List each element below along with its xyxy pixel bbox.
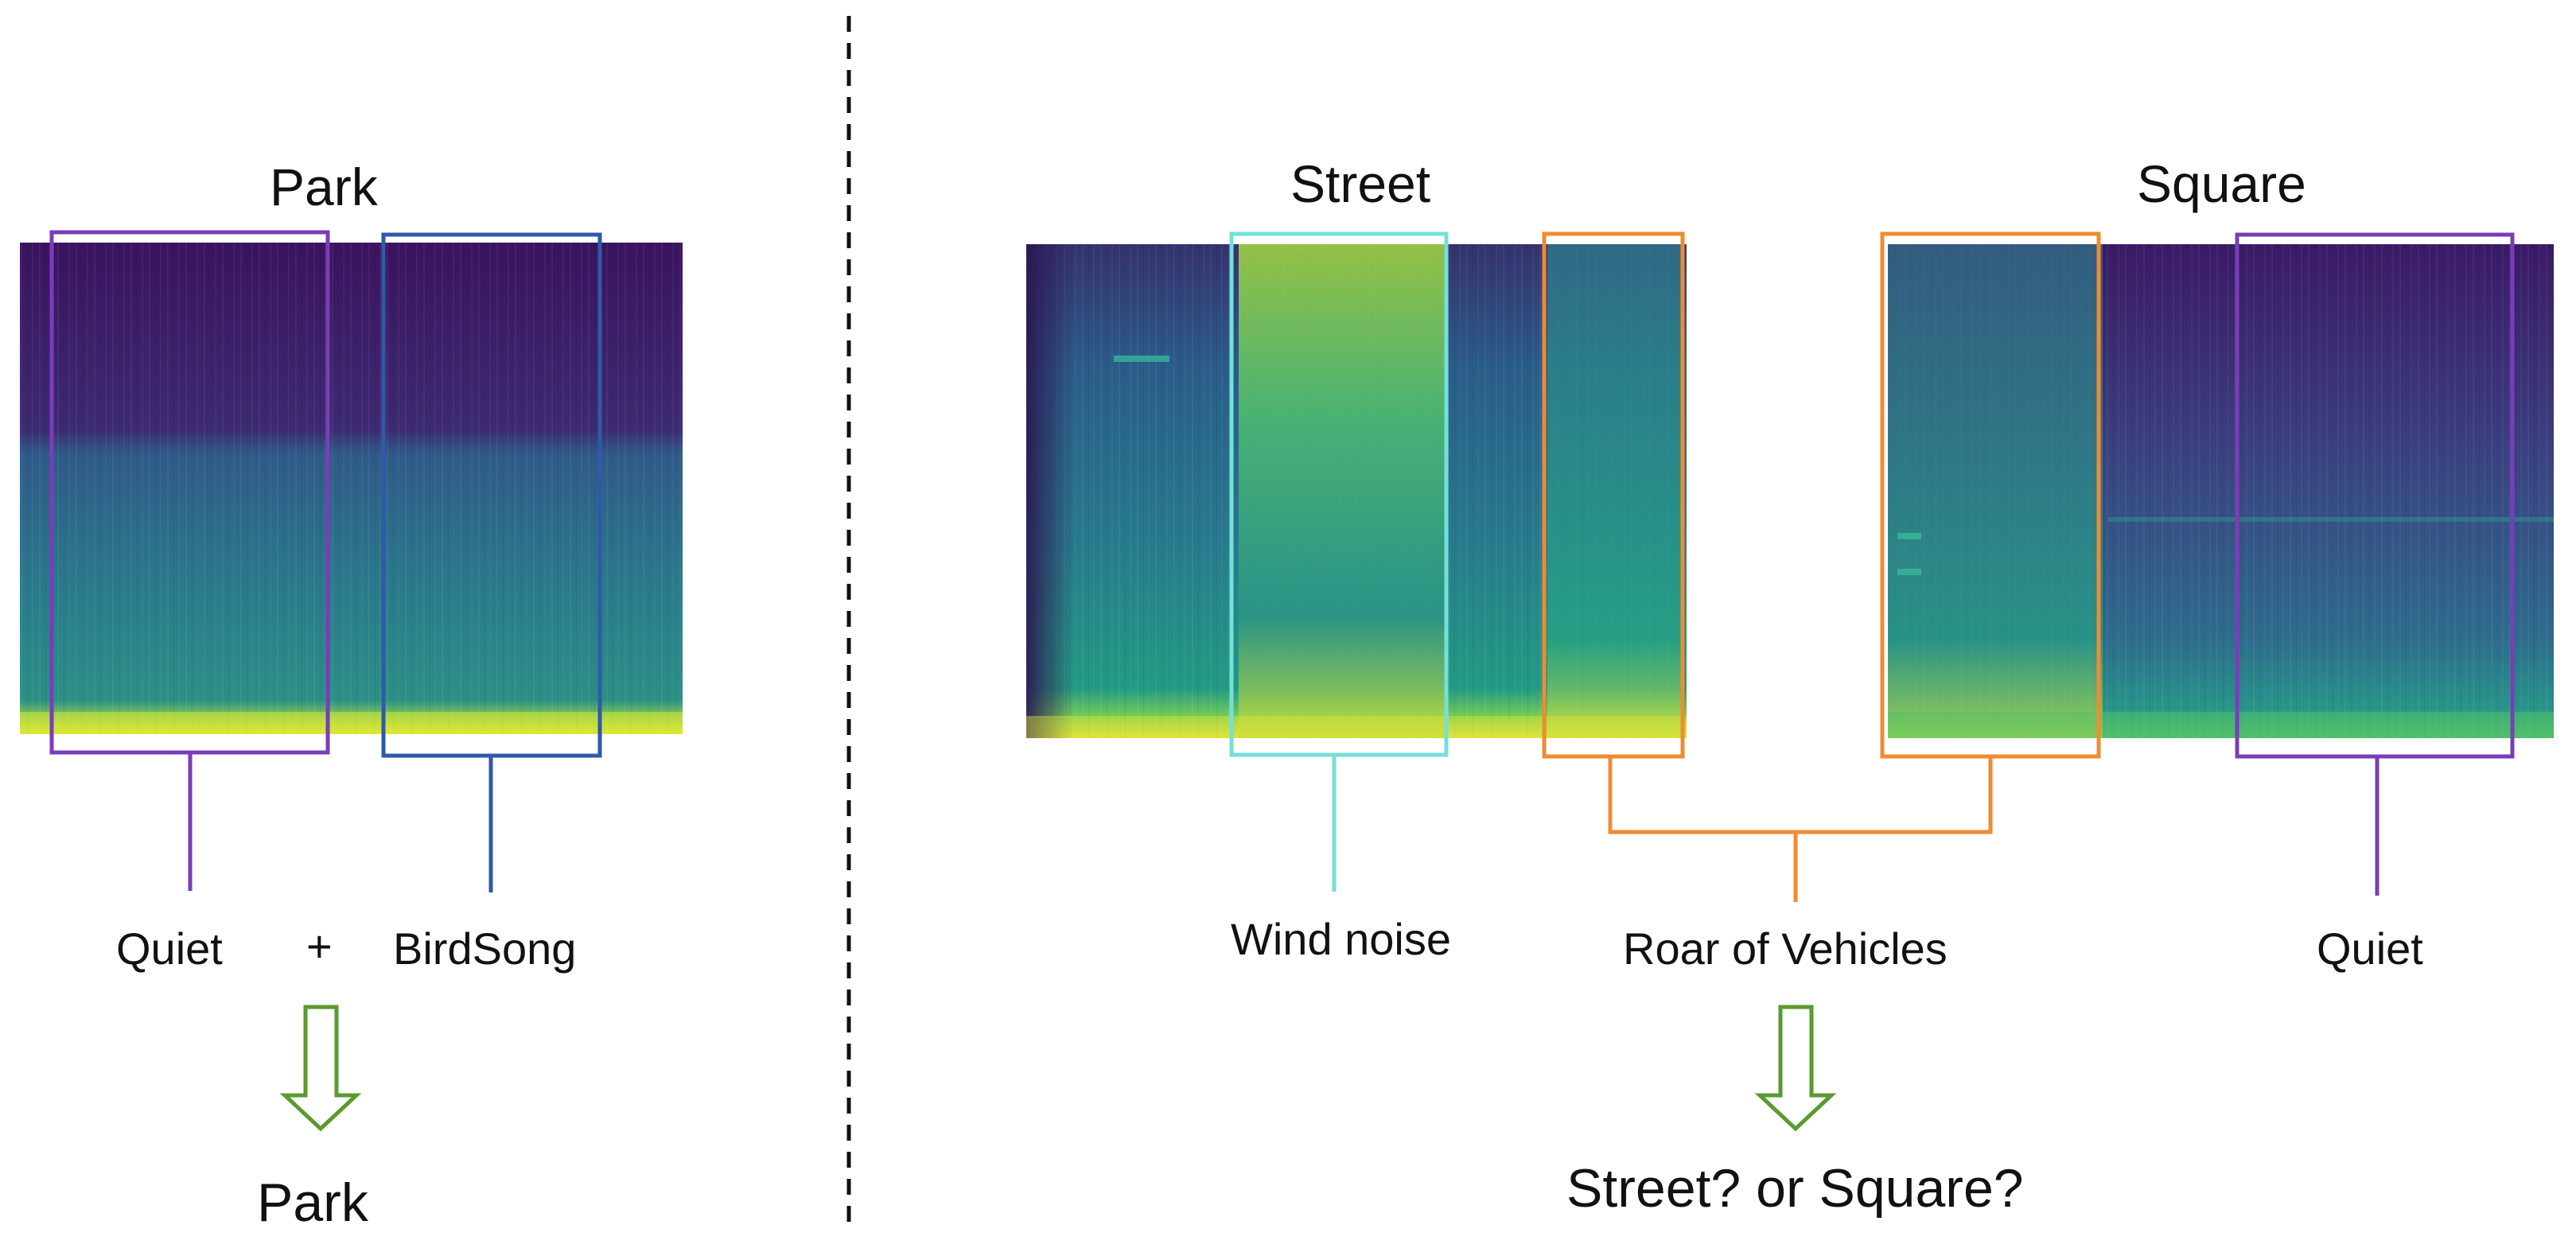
roar-of-vehicles-label: Roar of Vehicles (1623, 923, 1948, 974)
street-spectrogram (1026, 244, 1687, 738)
down-arrow-icon (279, 1005, 362, 1132)
street-or-square-conclusion: Street? or Square? (1566, 1158, 2024, 1219)
quiet-box-right (2235, 232, 2515, 759)
park-title: Park (270, 157, 378, 216)
plus-sign: + (306, 921, 333, 971)
down-arrow-icon (1754, 1005, 1837, 1132)
street-title: Street (1290, 154, 1431, 213)
quiet-label-right: Quiet (2317, 923, 2423, 974)
vehicle-bracket (1608, 756, 1993, 902)
vehicle-box-street (1542, 231, 1685, 759)
wind-noise-box (1229, 231, 1449, 757)
square-title: Square (2137, 154, 2306, 213)
park-spectrogram (20, 243, 683, 734)
wind-noise-label: Wind noise (1231, 914, 1452, 964)
park-conclusion: Park (257, 1172, 368, 1233)
square-spectrogram (1888, 244, 2554, 738)
birdsong-label: BirdSong (393, 923, 577, 974)
quiet-label-left: Quiet (116, 923, 223, 974)
